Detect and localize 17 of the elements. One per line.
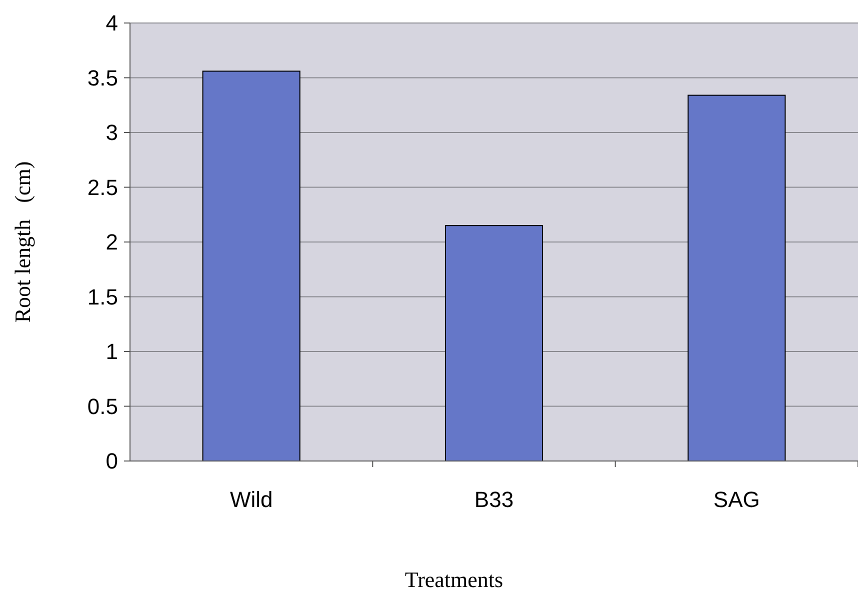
- y-tick-label: 3: [106, 120, 118, 146]
- y-tick-label: 2: [106, 230, 118, 255]
- x-axis-title: Treatments: [404, 567, 504, 592]
- bar: [202, 70, 300, 462]
- x-tick-label: B33: [474, 487, 514, 512]
- y-tick-label: 1: [106, 339, 118, 364]
- y-tick-label: 1.5: [87, 284, 118, 310]
- y-tick-label: 0: [106, 448, 118, 474]
- x-tick-label: Wild: [230, 487, 273, 512]
- y-tick-label: 2.5: [87, 174, 118, 200]
- bar: [444, 225, 544, 462]
- y-tick-label: 0.5: [87, 394, 118, 419]
- y-axis-title: Root length (cm): [10, 161, 35, 323]
- y-tick-label: 3.5: [87, 65, 118, 90]
- x-tick-label: SAG: [713, 487, 760, 512]
- bar: [688, 94, 786, 462]
- y-tick-label: 4: [106, 10, 118, 36]
